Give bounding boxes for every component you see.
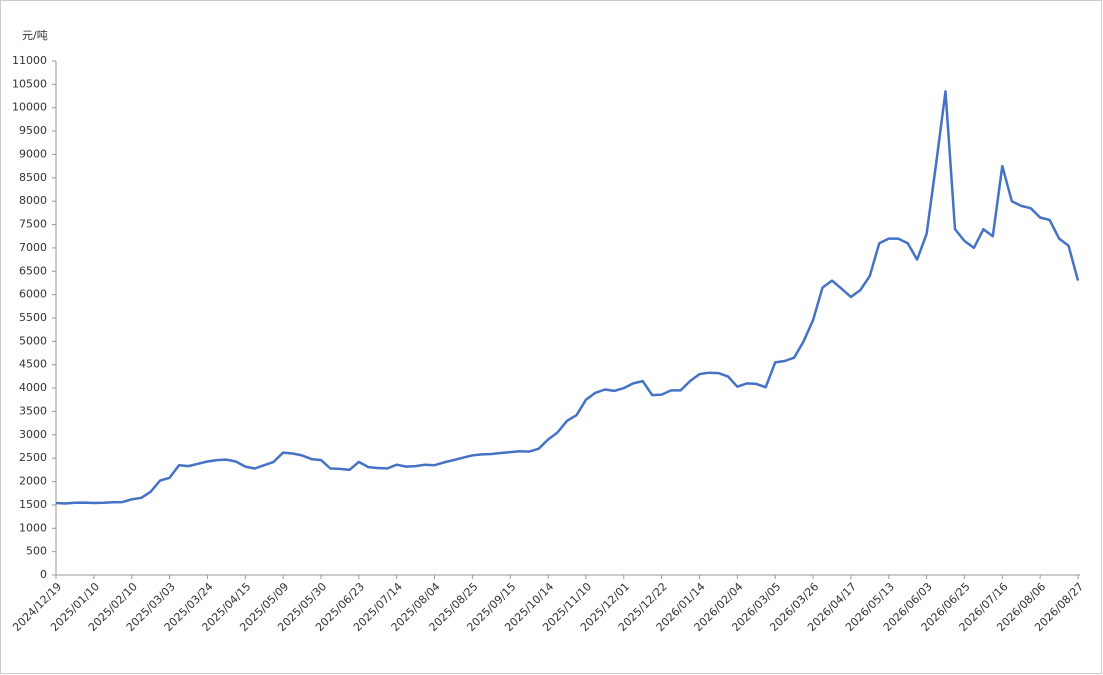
line-series <box>55 90 1080 505</box>
y-tick-label: 10000 <box>12 101 47 114</box>
y-tick-label: 1500 <box>19 498 47 511</box>
y-tick-label: 1000 <box>19 521 47 534</box>
y-tick-label: 11000 <box>12 54 47 67</box>
y-tick-label: 6000 <box>19 288 47 301</box>
y-tick-label: 7500 <box>19 218 47 231</box>
y-tick-label: 4500 <box>19 358 47 371</box>
y-tick-label: 9500 <box>19 124 47 137</box>
y-tick-label: 2500 <box>19 451 47 464</box>
y-tick-label: 8500 <box>19 171 47 184</box>
y-tick-label: 7000 <box>19 241 47 254</box>
y-tick-label: 6500 <box>19 264 47 277</box>
y-tick-label: 8000 <box>19 194 47 207</box>
y-tick-label: 5500 <box>19 311 47 324</box>
y-tick-label: 0 <box>40 568 47 581</box>
y-tick-label: 3500 <box>19 404 47 417</box>
y-axis-label: 元/吨 <box>22 29 48 42</box>
y-tick-label: 500 <box>26 545 47 558</box>
y-tick-label: 9000 <box>19 147 47 160</box>
y-tick-label: 5000 <box>19 334 47 347</box>
y-tick-label: 2000 <box>19 475 47 488</box>
y-tick-label: 4000 <box>19 381 47 394</box>
y-tick-label: 10500 <box>12 77 47 90</box>
y-tick-label: 3000 <box>19 428 47 441</box>
